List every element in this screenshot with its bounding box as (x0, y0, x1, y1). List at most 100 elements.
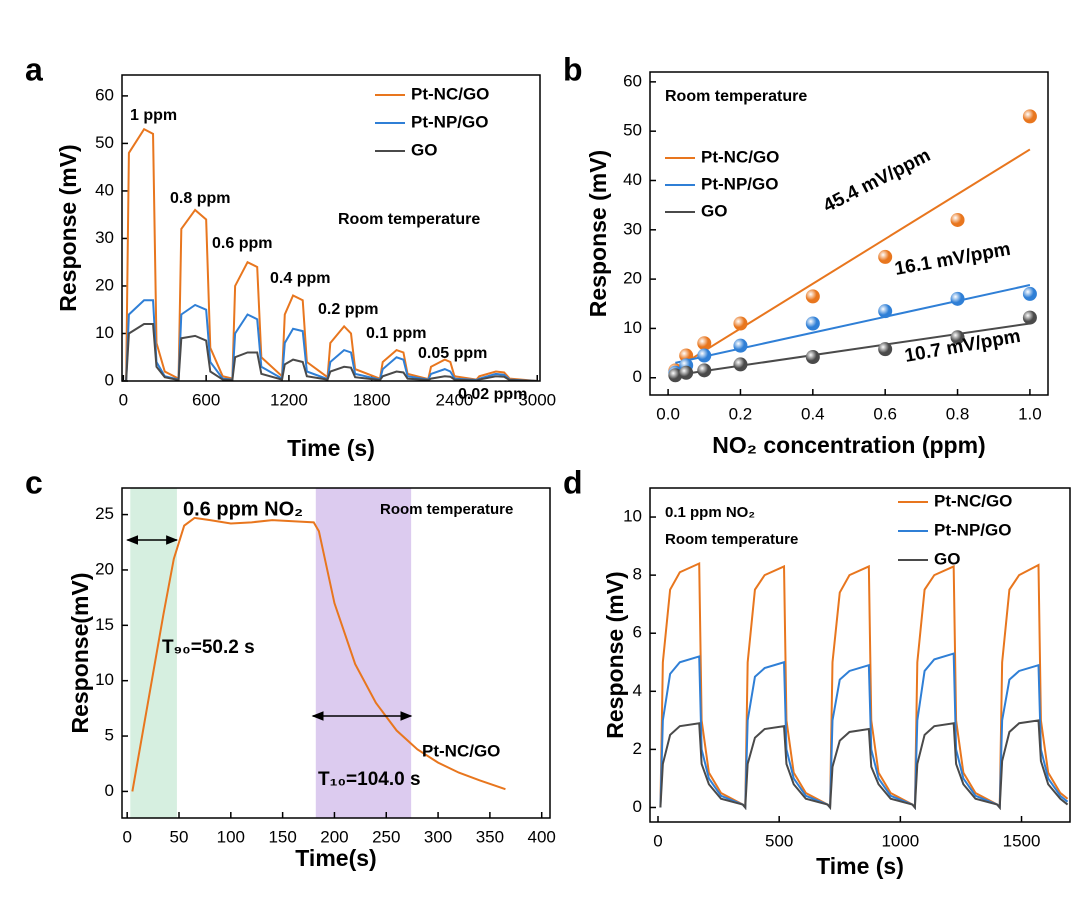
y-tick-label: 4 (633, 681, 642, 700)
y-tick-label: 50 (623, 121, 642, 140)
x-tick-label: 0.6 (873, 404, 897, 423)
legend-label: Pt-NC/GO (934, 491, 1012, 510)
data-point (697, 336, 712, 351)
y-tick-label: 20 (95, 559, 114, 578)
x-tick-label: 1500 (1003, 831, 1041, 850)
data-point (878, 304, 893, 319)
data-point (733, 357, 748, 372)
y-tick-label: 20 (95, 275, 114, 294)
legend-label: Pt-NP/GO (701, 174, 778, 193)
data-point (1022, 109, 1037, 124)
series-line (659, 652, 1069, 811)
x-tick-label: 0.2 (729, 404, 753, 423)
x-tick-label: 600 (192, 390, 220, 409)
y-tick-label: 60 (95, 85, 114, 104)
plot-frame (649, 487, 1071, 823)
legend-label: GO (934, 549, 960, 568)
x-axis-title: Time (s) (287, 435, 375, 461)
panel-label: a (25, 51, 43, 87)
y-tick-label: 2 (633, 739, 642, 758)
x-tick-label: 3000 (518, 390, 556, 409)
y-tick-label: 5 (105, 726, 114, 745)
y-tick-label: 40 (95, 180, 114, 199)
y-tick-label: 10 (623, 507, 642, 526)
annotation: Room temperature (338, 211, 480, 228)
y-tick-label: 15 (95, 615, 114, 634)
y-tick-label: 20 (623, 269, 642, 288)
legend-label: GO (411, 140, 437, 159)
annotation: 0.05 ppm (418, 345, 487, 362)
data-point (1022, 286, 1037, 301)
x-tick-label: 300 (424, 827, 452, 846)
y-tick-label: 0 (105, 781, 114, 800)
x-axis-title: Time (s) (816, 853, 904, 879)
x-tick-label: 1000 (881, 831, 919, 850)
x-tick-label: 0 (653, 831, 662, 850)
fit-line (674, 148, 1031, 370)
annotation: 0.4 ppm (270, 270, 330, 287)
data-point (805, 316, 820, 331)
series-line (123, 127, 538, 381)
y-tick-label: 0 (633, 797, 642, 816)
annotation: 0.6 ppm NO₂ (183, 498, 303, 520)
x-tick-label: 350 (476, 827, 504, 846)
y-tick-label: 25 (95, 504, 114, 523)
legend-label: Pt-NP/GO (411, 112, 488, 131)
y-tick-label: 0 (105, 370, 114, 389)
annotation: 1 ppm (130, 107, 177, 124)
series-label: Pt-NC/GO (422, 741, 500, 760)
x-tick-label: 1.0 (1018, 404, 1042, 423)
legend-label: Pt-NP/GO (934, 520, 1011, 539)
data-point (805, 350, 820, 365)
data-point (697, 363, 712, 378)
plot-frame (121, 487, 551, 819)
data-point (805, 289, 820, 304)
x-tick-label: 250 (372, 827, 400, 846)
panel-label: c (25, 464, 43, 500)
panel-label: b (563, 51, 583, 87)
x-tick-label: 2400 (436, 390, 474, 409)
annotation: 0.6 ppm (212, 235, 272, 252)
y-tick-label: 10 (95, 670, 114, 689)
series-line (131, 516, 506, 792)
annotation: Room temperature (665, 531, 798, 548)
y-axis-title: Response (mV) (585, 150, 611, 317)
x-tick-label: 0 (119, 390, 128, 409)
fit-label: 10.7 mV/ppm (903, 326, 1022, 367)
data-point (679, 365, 694, 380)
fit-label: 45.4 mV/ppm (820, 145, 934, 217)
x-tick-label: 1800 (353, 390, 391, 409)
annotation: T₁₀=104.0 s (318, 769, 421, 790)
legend-label: Pt-NC/GO (701, 147, 779, 166)
x-axis-title: Time(s) (295, 845, 376, 871)
annotation: 0.02 ppm (458, 386, 527, 403)
legend-label: Pt-NC/GO (411, 84, 489, 103)
annotation: 0.8 ppm (170, 190, 230, 207)
series-line (659, 719, 1069, 811)
x-tick-label: 0.0 (656, 404, 680, 423)
annotation: 0.2 ppm (318, 301, 378, 318)
data-point (668, 368, 683, 383)
data-point (697, 348, 712, 363)
data-point (733, 316, 748, 331)
y-tick-label: 30 (95, 228, 114, 247)
plot-frame (649, 71, 1049, 396)
y-tick-label: 40 (623, 170, 642, 189)
x-tick-label: 150 (268, 827, 296, 846)
annotation: T₉₀=50.2 s (162, 637, 255, 658)
shaded-region (315, 488, 412, 818)
x-axis-title: NO₂ concentration (ppm) (712, 432, 985, 458)
fit-line (675, 284, 1031, 364)
annotation: 0.1 ppm (366, 325, 426, 342)
x-tick-label: 200 (320, 827, 348, 846)
x-tick-label: 100 (217, 827, 245, 846)
annotation: 0.1 ppm NO₂ (665, 504, 755, 521)
panel-label: d (563, 464, 583, 500)
y-tick-label: 10 (623, 318, 642, 337)
x-tick-label: 0.4 (801, 404, 825, 423)
legend-label: GO (701, 201, 727, 220)
data-point (733, 338, 748, 353)
y-axis-title: Response (mV) (602, 571, 628, 738)
data-point (950, 291, 965, 306)
